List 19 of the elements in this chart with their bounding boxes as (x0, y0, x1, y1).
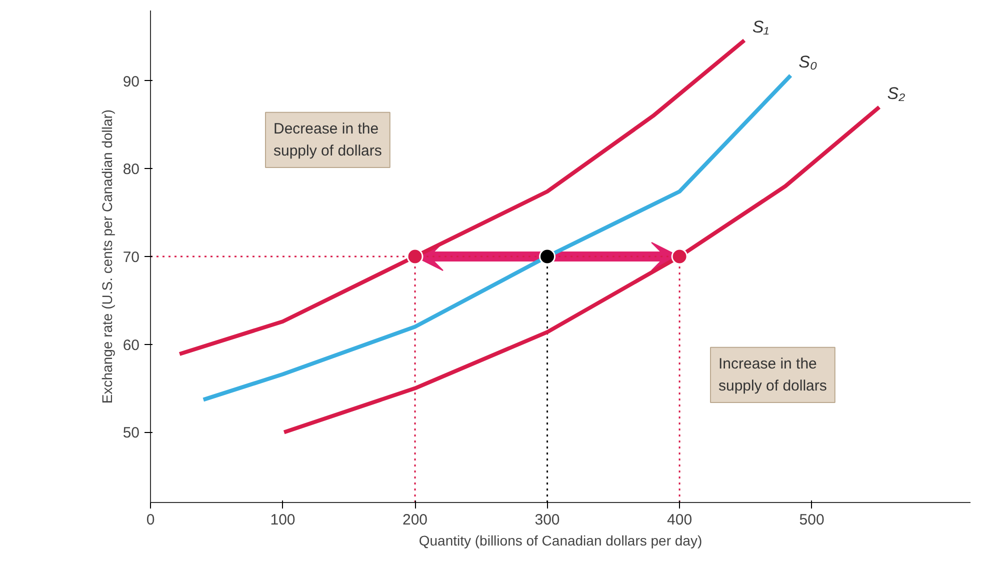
y-tick-label: 50 (122, 424, 140, 442)
x-tick-label: 100 (270, 512, 296, 528)
x-tick-label: 0 (146, 512, 155, 528)
x-tick-label: 200 (402, 512, 428, 528)
y-tick-label: 60 (122, 336, 140, 354)
x-tick-label: 500 (799, 512, 824, 528)
annotation: Increase in the supply of dollars (718, 355, 827, 394)
series-label: S₀ (798, 52, 818, 72)
y-tick-label: 90 (122, 73, 140, 90)
annotation: Decrease in the supply of dollars (274, 120, 382, 160)
x-tick-label: 300 (534, 512, 560, 528)
y-axis-title: Exchange rate (U.S. cents per Canadian dollar) (98, 109, 115, 404)
x-axis-title: Quantity (billions of Canadian dollars per day) (418, 532, 702, 548)
series-label: S₁ (752, 17, 770, 36)
y-tick-label: 80 (122, 161, 140, 178)
series-label: S₂ (887, 84, 906, 104)
line-series (178, 38, 746, 356)
y-tick-label: 70 (122, 249, 140, 266)
x-tick-label: 400 (667, 512, 692, 528)
